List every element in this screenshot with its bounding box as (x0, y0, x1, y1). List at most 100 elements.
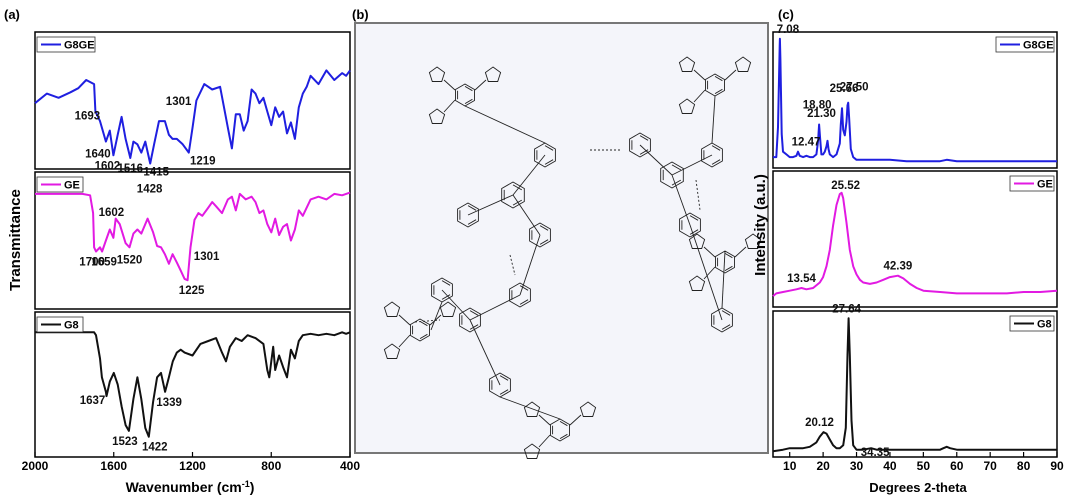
peak-label-G8GE-1640: 1640 (85, 149, 111, 161)
x-tick-label-80: 80 (1017, 459, 1031, 473)
panel-frame-G8GE (772, 31, 1058, 169)
top-left-triazine-double-bonds (457, 86, 473, 104)
right-triazine-link-a (703, 246, 716, 258)
right-triazine-double-bonds (717, 253, 733, 271)
ftir-xlabel: Wavenumber (cm-1) (126, 479, 255, 495)
top-left-triazine-link-c (443, 99, 456, 113)
top-left-triazine-link-a (443, 79, 456, 91)
top-left-triazine-link-b (474, 79, 487, 91)
peak-label-G8GE-18.80: 18.80 (803, 100, 832, 112)
left-triazine-tetrazole-a (383, 301, 401, 317)
bottom-triazine-link-c (538, 434, 551, 448)
peak-label-G8GE-1301: 1301 (166, 96, 192, 108)
central-ring-right (660, 161, 684, 189)
ftir-ylabel: Transmittance (7, 189, 24, 291)
central-ring-left-double-bonds (503, 184, 523, 206)
peak-label-G8GE-1516: 1516 (118, 163, 144, 175)
x-tick-label-1200: 1200 (179, 459, 206, 473)
core-link-4 (499, 396, 561, 420)
arm-bond-2 (512, 194, 541, 236)
bottom-triazine-link-a (538, 414, 551, 426)
peak-label-G8-1637: 1637 (80, 395, 106, 407)
x-tick-label-10: 10 (783, 459, 797, 473)
arm-bond-7 (469, 294, 521, 321)
top-right-triazine-link-b (724, 69, 737, 81)
arm-ring-6 (701, 142, 723, 168)
peak-label-GE-1700: 1700 (79, 257, 105, 269)
bottom-triazine-tetrazole-b (579, 401, 597, 417)
top-left-triazine-tetrazole-c (428, 108, 446, 124)
peak-label-GE-1301: 1301 (194, 251, 220, 263)
peak-label-GE-42.39: 42.39 (884, 261, 913, 273)
arm-ring-3 (529, 222, 551, 248)
panel-label-b: (b) (352, 7, 369, 22)
panel-frame-G8GE (34, 31, 351, 170)
right-triazine (715, 250, 735, 274)
peak-label-GE-1225: 1225 (179, 285, 205, 297)
peak-label-G8-27.64: 27.64 (832, 303, 861, 315)
series-line-G8 (35, 331, 351, 438)
peak-label-G8GE-1219: 1219 (190, 156, 216, 168)
right-triazine-tetrazole-a (688, 233, 706, 249)
x-tick-label-800: 800 (261, 459, 281, 473)
bottom-triazine-tetrazole-c (523, 443, 541, 459)
legend-label-GE: GE (64, 180, 80, 192)
arm-bond-4 (639, 144, 673, 176)
peak-label-G8-34.35: 34.35 (861, 447, 890, 459)
right-triazine-link-b (734, 246, 747, 258)
hydrogen-bond-1 (509, 254, 516, 276)
x-tick-label-30: 30 (850, 459, 864, 473)
bottom-triazine-link-b (569, 414, 582, 426)
arm-bond-1 (467, 194, 514, 216)
xrd-xlabel: Degrees 2-theta (869, 480, 967, 495)
xrd-ylabel: Intensity (a.u.) (752, 174, 769, 276)
top-right-triazine-tetrazole-c (678, 98, 696, 114)
arm-ring-5 (629, 132, 651, 158)
x-tick-label-2000: 2000 (22, 459, 49, 473)
peak-label-G8GE-12.47: 12.47 (792, 137, 821, 149)
legend-label-GE: GE (1037, 179, 1053, 191)
peak-label-G8-1339: 1339 (156, 397, 182, 409)
left-triazine (410, 318, 430, 342)
structure-scheme-panel (354, 22, 769, 459)
right-triazine-tetrazole-b (744, 233, 762, 249)
arm-ring-10-double-bonds (491, 375, 509, 395)
peak-label-G8-1523: 1523 (112, 436, 138, 448)
top-right-triazine-double-bonds (707, 76, 723, 94)
left-triazine-tetrazole-c (383, 343, 401, 359)
series-line-G8GE (773, 37, 1057, 163)
series-line-GE (35, 191, 351, 282)
panel-label-c: (c) (778, 7, 794, 22)
panel-frame-GE (34, 171, 351, 310)
hydrogen-bond-2 (414, 319, 441, 323)
panel-frame-G8 (34, 311, 351, 458)
peak-label-G8GE-7.08: 7.08 (777, 24, 800, 36)
arm-ring-2 (457, 202, 479, 228)
peak-label-G8GE-1602: 1602 (95, 160, 121, 172)
top-right-triazine-tetrazole-a (678, 56, 696, 72)
arm-ring-1-double-bonds (536, 145, 554, 165)
top-right-triazine-link-a (693, 69, 706, 81)
scheme-frame (354, 22, 769, 454)
arm-ring-5-double-bonds (631, 135, 649, 155)
series-line-GE (772, 191, 1058, 297)
arm-ring-1 (534, 142, 556, 168)
hydrogen-bond-3 (695, 179, 701, 211)
legend-label-G8: G8 (1037, 319, 1052, 331)
arm-bond-6 (671, 174, 691, 226)
top-right-triazine-link-c (693, 89, 706, 103)
arm-ring-2-double-bonds (459, 205, 477, 225)
left-triazine-tetrazole-b (439, 301, 457, 317)
peak-label-GE-25.52: 25.52 (831, 180, 860, 192)
arm-bond-3 (519, 234, 541, 296)
panel-frame-G8 (772, 310, 1058, 458)
peak-label-G8-1422: 1422 (142, 442, 168, 454)
arm-ring-8 (459, 307, 481, 333)
x-tick-label-50: 50 (917, 459, 931, 473)
core-link-2 (721, 250, 726, 309)
peak-label-G8GE-21.30: 21.30 (807, 108, 836, 120)
bottom-triazine-double-bonds (552, 421, 568, 439)
molecular-structure-drawing (383, 56, 762, 459)
legend-label-G8: G8 (64, 320, 79, 332)
panel-frame-GE (772, 170, 1058, 308)
